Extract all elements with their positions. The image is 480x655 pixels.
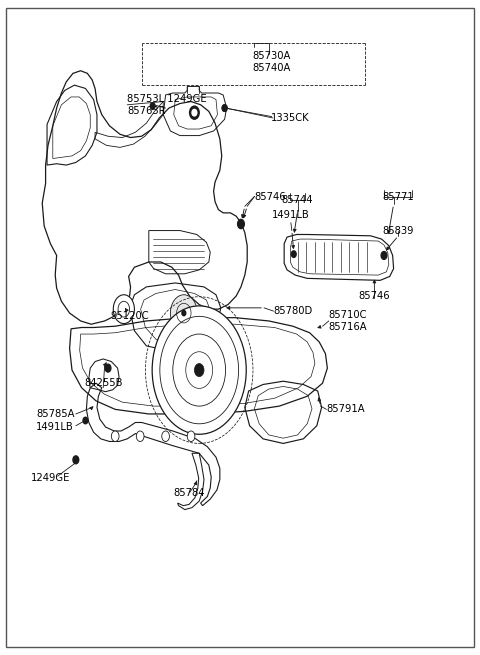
Text: 1491LB: 1491LB — [272, 210, 310, 220]
Text: 85839: 85839 — [383, 226, 414, 236]
Text: 95120C: 95120C — [110, 310, 149, 321]
Text: 85746: 85746 — [254, 191, 286, 202]
Text: 85710C
85716A: 85710C 85716A — [329, 310, 367, 332]
Circle shape — [222, 105, 227, 111]
Circle shape — [83, 417, 88, 424]
Circle shape — [190, 106, 199, 119]
Text: 84255B: 84255B — [84, 378, 122, 388]
Circle shape — [111, 431, 119, 441]
Circle shape — [182, 310, 186, 316]
Text: 85744: 85744 — [282, 195, 313, 205]
Circle shape — [192, 109, 197, 116]
Circle shape — [381, 252, 387, 259]
Text: 1491LB: 1491LB — [36, 422, 74, 432]
Circle shape — [222, 105, 227, 111]
Text: 85791A: 85791A — [326, 404, 365, 415]
Text: 85780D: 85780D — [274, 306, 313, 316]
Circle shape — [170, 295, 197, 331]
Text: 1249GE: 1249GE — [31, 473, 71, 483]
Circle shape — [238, 219, 244, 229]
Text: 1335CK: 1335CK — [271, 113, 310, 123]
Circle shape — [291, 251, 296, 257]
Circle shape — [194, 364, 204, 377]
Circle shape — [152, 306, 246, 434]
Text: 85746: 85746 — [359, 291, 390, 301]
Circle shape — [150, 103, 155, 109]
Circle shape — [136, 431, 144, 441]
Text: 85771: 85771 — [383, 191, 414, 202]
Text: 85730A
85740A: 85730A 85740A — [252, 51, 290, 73]
Circle shape — [113, 295, 134, 324]
Circle shape — [187, 431, 195, 441]
Text: 85784: 85784 — [174, 487, 205, 498]
Circle shape — [73, 456, 79, 464]
Text: 85785A: 85785A — [36, 409, 74, 419]
Text: 85753L 1249GE
85763R: 85753L 1249GE 85763R — [127, 94, 207, 116]
Circle shape — [162, 431, 169, 441]
Circle shape — [105, 364, 111, 372]
